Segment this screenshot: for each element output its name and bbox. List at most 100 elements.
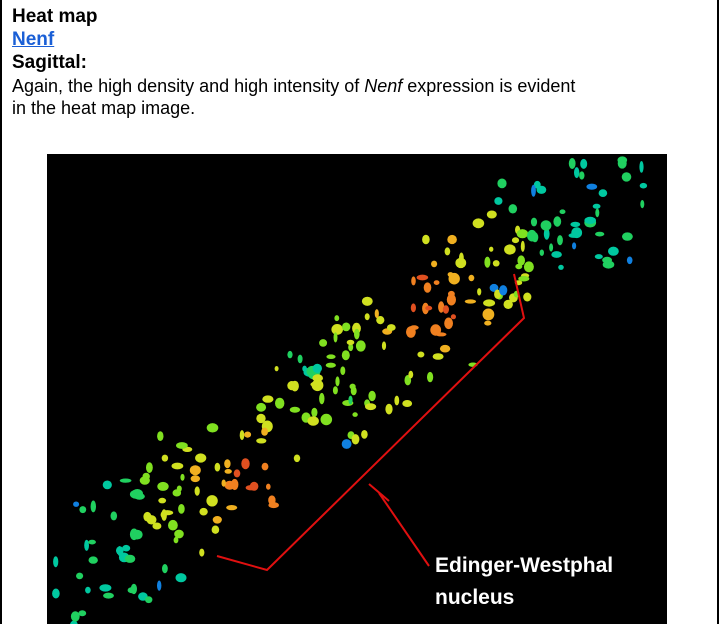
cell-blob: [157, 581, 161, 591]
cell-blob: [176, 573, 187, 582]
cell-blob: [375, 309, 379, 318]
cell-blob: [168, 520, 178, 531]
cell-blob: [483, 299, 495, 306]
cell-blob: [334, 332, 338, 342]
cell-blob: [206, 495, 217, 506]
cell-blob: [361, 430, 368, 439]
cell-blob: [312, 374, 323, 382]
cell-blob: [512, 237, 519, 243]
cell-blob: [158, 498, 166, 504]
cell-blob: [207, 423, 219, 432]
cell-blob: [443, 305, 449, 313]
cell-blob: [517, 229, 528, 238]
cell-blob: [557, 235, 563, 245]
cell-blob: [445, 247, 451, 255]
cell-blob: [132, 530, 143, 540]
cell-blob: [79, 506, 86, 513]
cell-blob: [244, 432, 251, 438]
gene-link[interactable]: Nenf: [12, 29, 54, 51]
cell-blob: [287, 381, 296, 390]
cell-blob: [627, 257, 633, 265]
cell-blob: [406, 326, 416, 338]
cell-blob: [134, 493, 145, 500]
cell-blob: [275, 366, 279, 371]
cell-blob: [157, 482, 168, 491]
cell-blob: [580, 159, 587, 169]
annotation-label: Edinger-Westphal: [435, 554, 613, 577]
cell-blob: [294, 455, 300, 463]
cell-blob: [477, 288, 481, 295]
cell-blob: [599, 189, 608, 197]
cell-blob: [430, 324, 441, 335]
cell-blob: [537, 186, 547, 194]
cell-blob: [231, 479, 238, 490]
cell-blob: [215, 463, 221, 472]
cell-blob: [103, 593, 114, 599]
cell-blob: [639, 161, 643, 173]
cell-blob: [340, 366, 345, 375]
cell-blob: [640, 183, 647, 189]
cell-blob: [326, 363, 336, 368]
cell-blob: [190, 465, 201, 475]
cell-blob: [140, 476, 150, 485]
cell-blob: [191, 475, 200, 482]
cell-blob: [365, 403, 376, 410]
cell-blob: [128, 587, 137, 593]
annotation-label: nucleus: [435, 586, 514, 609]
cell-blob: [88, 540, 96, 545]
cell-blob: [385, 404, 392, 415]
cell-blob: [71, 611, 80, 621]
cell-blob: [326, 354, 335, 359]
cell-blob: [484, 257, 490, 268]
cell-blob: [250, 482, 259, 491]
cell-blob: [521, 241, 525, 252]
cell-blob: [447, 294, 456, 306]
cell-blob: [161, 509, 167, 521]
cell-blob: [595, 208, 599, 217]
cell-blob: [146, 462, 153, 473]
cell-blob: [290, 407, 300, 413]
cell-blob: [411, 303, 416, 312]
cell-blob: [579, 171, 584, 179]
cell-blob: [195, 486, 200, 495]
cell-blob: [499, 285, 507, 295]
cell-blob: [180, 474, 184, 481]
cell-blob: [195, 453, 206, 462]
cell-blob: [541, 220, 552, 230]
cell-blob: [199, 549, 204, 557]
cell-blob: [368, 391, 375, 401]
cell-blob: [91, 501, 96, 513]
cell-blob: [178, 504, 185, 514]
heading: Heat map: [12, 6, 98, 28]
cell-blob: [365, 313, 370, 320]
cell-blob: [584, 217, 596, 224]
cell-blob: [176, 442, 188, 449]
cell-blob: [451, 314, 456, 319]
cell-blob: [549, 243, 553, 251]
cell-blob: [213, 516, 222, 524]
cell-blob: [497, 179, 506, 189]
cell-blob: [256, 414, 265, 423]
cell-blob: [319, 393, 324, 404]
cell-blob: [321, 414, 333, 425]
cell-blob: [125, 555, 136, 563]
cell-blob: [256, 403, 266, 412]
cell-blob: [89, 556, 98, 563]
cell-blob: [120, 479, 132, 483]
cell-blob: [493, 260, 500, 266]
cell-blob: [487, 211, 497, 219]
cell-blob: [494, 197, 502, 205]
cell-blob: [411, 276, 416, 285]
cell-blob: [234, 469, 241, 477]
cell-blob: [224, 459, 230, 468]
cell-blob: [448, 272, 454, 277]
cell-blob: [622, 232, 633, 240]
cell-blob: [455, 258, 466, 268]
cell-blob: [268, 495, 275, 505]
cell-blob: [440, 345, 450, 353]
cell-blob: [558, 265, 564, 270]
cell-blob: [531, 185, 536, 197]
cell-blob: [433, 353, 444, 360]
cell-blob: [84, 540, 89, 551]
cell-blob: [145, 596, 152, 603]
